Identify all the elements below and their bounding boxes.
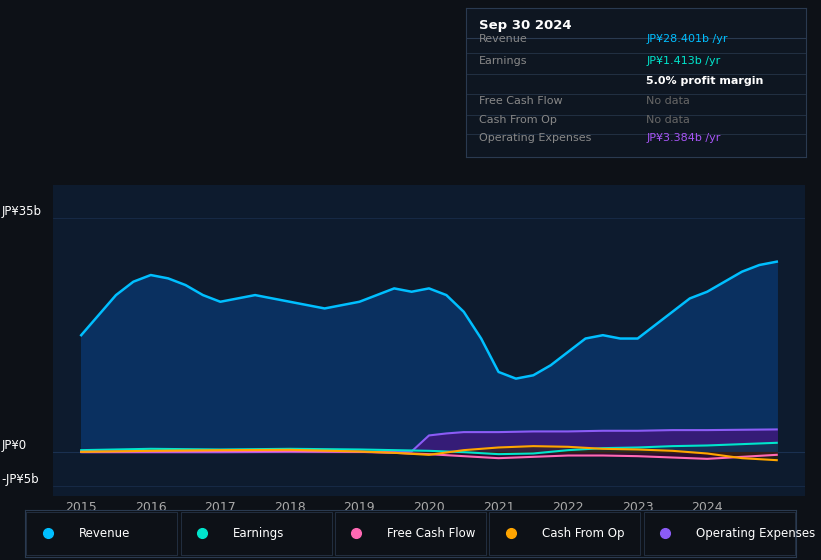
Text: Revenue: Revenue	[479, 34, 528, 44]
Text: Earnings: Earnings	[479, 55, 528, 66]
Text: Operating Expenses: Operating Expenses	[479, 133, 591, 143]
Text: Free Cash Flow: Free Cash Flow	[388, 527, 475, 540]
Text: JP¥1.413b /yr: JP¥1.413b /yr	[646, 55, 720, 66]
Text: Cash From Op: Cash From Op	[479, 115, 557, 125]
Text: Cash From Op: Cash From Op	[542, 527, 624, 540]
Text: Earnings: Earnings	[233, 527, 284, 540]
Text: Revenue: Revenue	[79, 527, 130, 540]
Text: No data: No data	[646, 115, 690, 125]
Text: Free Cash Flow: Free Cash Flow	[479, 96, 562, 106]
Text: Sep 30 2024: Sep 30 2024	[479, 19, 571, 32]
Text: JP¥35b: JP¥35b	[2, 205, 42, 218]
Text: JP¥0: JP¥0	[2, 439, 27, 452]
Text: -JP¥5b: -JP¥5b	[2, 473, 39, 486]
Text: 5.0% profit margin: 5.0% profit margin	[646, 76, 764, 86]
Text: Operating Expenses: Operating Expenses	[696, 527, 815, 540]
Text: JP¥3.384b /yr: JP¥3.384b /yr	[646, 133, 721, 143]
Text: JP¥28.401b /yr: JP¥28.401b /yr	[646, 34, 727, 44]
Text: No data: No data	[646, 96, 690, 106]
